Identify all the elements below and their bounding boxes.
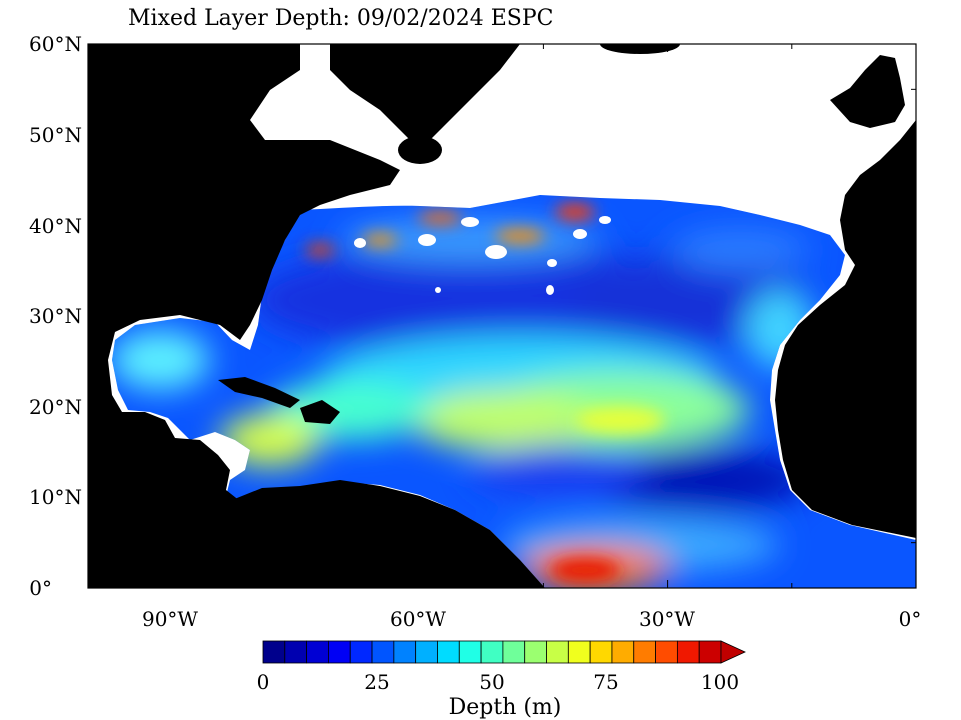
colorbar-tick-0: 0 (257, 670, 270, 694)
newfoundland (398, 136, 442, 164)
colorbar-segment (393, 640, 417, 664)
colorbar-segment (546, 640, 569, 664)
lat-label-50n: 50°N (29, 123, 82, 147)
colorbar-segment (589, 640, 613, 664)
colorbar-segment (633, 640, 656, 664)
colorbar-segment (611, 640, 635, 664)
colorbar-segment (328, 640, 351, 664)
colorbar-segment (698, 640, 722, 664)
lat-label-10n: 10°N (29, 485, 82, 509)
colorbar-tick-100: 100 (701, 670, 739, 694)
colorbar-segment (262, 640, 286, 664)
lat-label-60n: 60°N (29, 32, 82, 56)
nodata-holes (354, 216, 611, 295)
map-plot-area (88, 44, 916, 588)
iceland (600, 44, 680, 54)
colorbar-tick-labels: 0 25 50 75 100 (257, 670, 739, 694)
axis-ticks (88, 43, 917, 589)
lon-label-30w: 30°W (639, 607, 695, 631)
colorbar-segment (567, 640, 591, 664)
lat-label-20n: 20°N (29, 395, 82, 419)
colorbar-segment (458, 640, 482, 664)
lon-label-90w: 90°W (142, 607, 198, 631)
colorbar-label: Depth (m) (449, 695, 562, 720)
lat-axis-labels: 60°N 50°N 40°N 30°N 20°N 10°N 0° (29, 32, 82, 600)
lon-label-0: 0° (899, 607, 922, 631)
colorbar-segment (349, 640, 373, 664)
colorbar-extend-arrow (720, 640, 746, 664)
colorbar-segment (502, 640, 526, 664)
colorbar-tick-25: 25 (364, 670, 389, 694)
colorbar (262, 640, 746, 664)
colorbar-segment (415, 640, 438, 664)
colorbar-segment (655, 640, 678, 664)
uk-ireland (830, 55, 905, 128)
colorbar-segment (480, 640, 504, 664)
cuba (218, 377, 300, 408)
colorbar-segment (371, 640, 395, 664)
lat-label-30n: 30°N (29, 304, 82, 328)
colorbar-segment (524, 640, 547, 664)
colorbar-segment (284, 640, 308, 664)
colorbar-tick-75: 75 (593, 670, 618, 694)
europe-africa (775, 120, 916, 538)
south-america (232, 480, 545, 588)
colorbar-segment (437, 640, 460, 664)
north-america (88, 44, 400, 588)
greenland (330, 44, 520, 150)
hispaniola (300, 400, 340, 424)
colorbar-tick-50: 50 (479, 670, 504, 694)
lat-label-40n: 40°N (29, 214, 82, 238)
lon-axis-labels: 90°W 60°W 30°W 0° (142, 607, 921, 631)
lat-label-0: 0° (29, 576, 52, 600)
colorbar-segment (676, 640, 700, 664)
lon-label-60w: 60°W (390, 607, 446, 631)
figure-title: Mixed Layer Depth: 09/02/2024 ESPC (128, 6, 553, 31)
land-masses (88, 44, 916, 588)
colorbar-segment (306, 640, 329, 664)
